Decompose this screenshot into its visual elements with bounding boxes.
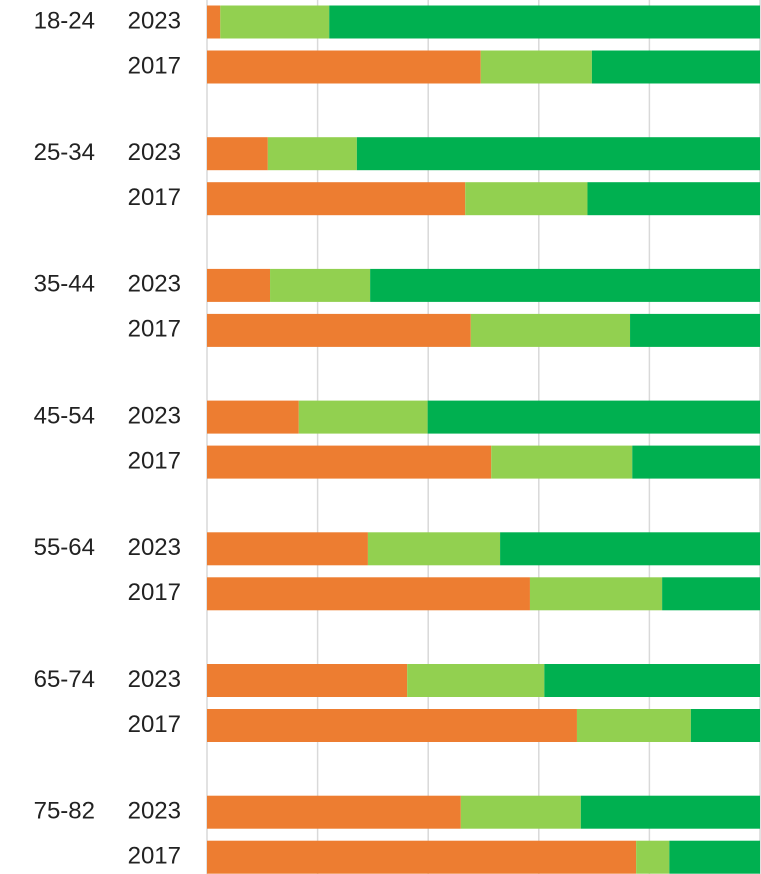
bar-segment <box>470 313 631 347</box>
y-tick-label: 2023 <box>128 271 181 298</box>
bar-segment <box>407 664 545 697</box>
bar-segment <box>580 795 760 829</box>
bar-segment <box>636 840 670 874</box>
y-tick-label: 2017 <box>128 843 181 870</box>
bar-segment <box>220 5 330 39</box>
y-tick-label: 2023 <box>128 402 181 429</box>
bar-segment <box>207 137 268 171</box>
bar-segment <box>587 182 760 216</box>
bar-segment <box>576 709 691 742</box>
y-tick-label: 2023 <box>128 7 181 34</box>
bar-segment <box>544 664 760 697</box>
group-label: 75-82 <box>34 798 95 825</box>
y-tick-label: 2017 <box>128 184 181 211</box>
bar-segment <box>207 664 408 697</box>
y-tick-label: 2017 <box>128 447 181 474</box>
bar-segment <box>367 532 501 566</box>
y-tick-label: 2023 <box>128 666 181 693</box>
bar-segment <box>207 313 471 347</box>
bar-segment <box>356 137 760 171</box>
y-tick-label: 2017 <box>128 316 181 343</box>
bar-segment <box>207 5 221 39</box>
bar-segment <box>207 840 637 874</box>
bar-segment <box>207 532 368 566</box>
bar-segment <box>632 445 760 479</box>
bar-segment <box>207 445 492 479</box>
y-tick-label: 2017 <box>128 579 181 606</box>
bar-segment <box>298 400 428 434</box>
group-label: 55-64 <box>34 534 95 561</box>
bar-segment <box>500 532 760 566</box>
bar-segment <box>427 400 760 434</box>
bar-segment <box>480 50 592 84</box>
bar-segment <box>662 577 760 611</box>
bar-segment <box>630 313 760 347</box>
bar-segment <box>491 445 633 479</box>
group-label: 65-74 <box>34 666 95 693</box>
bar-segment <box>207 50 481 84</box>
y-tick-label: 2017 <box>128 711 181 738</box>
bar-segment <box>370 268 760 302</box>
bar-segment <box>460 795 581 829</box>
bar-segment <box>669 840 760 874</box>
bar-segment <box>270 268 371 302</box>
group-label: 18-24 <box>34 7 95 34</box>
group-label: 35-44 <box>34 271 95 298</box>
bar-segment <box>267 137 357 171</box>
bar-segment <box>329 5 760 39</box>
bar-segment <box>207 268 271 302</box>
y-tick-label: 2023 <box>128 139 181 166</box>
bar-segment <box>207 795 461 829</box>
y-tick-label: 2017 <box>128 52 181 79</box>
group-label: 45-54 <box>34 402 95 429</box>
group-label: 25-34 <box>34 139 95 166</box>
bar-segment <box>207 400 299 434</box>
bar-segment <box>207 182 466 216</box>
y-tick-label: 2023 <box>128 798 181 825</box>
bar-segment <box>207 577 530 611</box>
bar-segment <box>465 182 588 216</box>
bar-segment <box>591 50 760 84</box>
bar-segment <box>529 577 663 611</box>
y-tick-label: 2023 <box>128 534 181 561</box>
bar-segment <box>207 709 577 742</box>
bar-segment <box>690 709 760 742</box>
